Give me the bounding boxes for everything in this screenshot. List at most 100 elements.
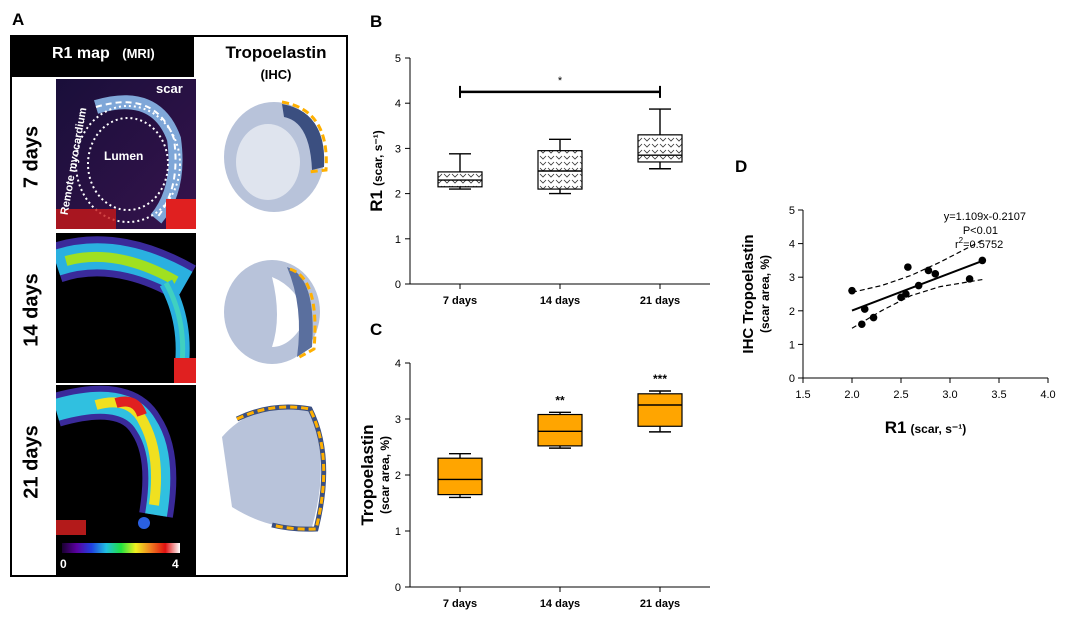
x-axis-title-unit: (scar, s⁻¹): [911, 422, 967, 436]
data-point: [848, 286, 856, 295]
ihc-column-title: Tropoelastin (IHC): [206, 43, 346, 82]
y-tick-label: 4: [789, 239, 795, 251]
x-tick-label: 21 days: [640, 598, 680, 610]
row-label-14-days: 14 days: [12, 235, 52, 385]
ihc-image-21-days: [212, 397, 342, 537]
data-point: [924, 266, 933, 275]
y-axis-title-unit: (scar, s⁻¹): [371, 130, 385, 186]
r2-prefix: r: [955, 239, 959, 251]
equation-label: y=1.109x-0.2107: [944, 211, 1026, 223]
y-tick-label: 3: [789, 272, 795, 284]
y-tick-label: 1: [789, 339, 795, 351]
colorbar-min-label: 0: [60, 557, 67, 571]
data-point: [931, 270, 940, 278]
row-label-21-days: 21 days: [12, 387, 52, 537]
y-tick-label: 0: [395, 279, 401, 291]
x-tick-label: 2.0: [844, 389, 859, 401]
data-point: [858, 320, 866, 329]
row-label-text: 7 days: [20, 125, 43, 189]
y-tick-label: 3: [395, 143, 401, 155]
x-tick-label: 21 days: [640, 295, 680, 307]
y-tick-label: 2: [395, 470, 401, 482]
x-tick-label: 14 days: [540, 295, 580, 307]
ihc-image-7-days: [212, 92, 342, 222]
annot-lumen: Lumen: [104, 149, 144, 163]
panel-label-c: C: [370, 320, 383, 339]
r2-superscript: 2: [959, 236, 964, 245]
x-tick-label: 14 days: [540, 598, 580, 610]
data-point: [904, 263, 912, 271]
mri-image-7-days: scar Lumen Remote myocardium: [56, 79, 196, 229]
significance-stars: **: [555, 393, 565, 407]
scatter-chart-d: 0 1 2 3 4 5 1.5 2.0 2.5 3.0 3.5 4.0 y=1.109x-0.2107 P…: [740, 205, 1056, 437]
r2-value: =0.5752: [963, 239, 1003, 251]
y-tick-label: 2: [789, 306, 795, 318]
y-tick-label: 4: [395, 358, 401, 370]
mri-column-header-bg: [12, 37, 194, 77]
data-point: [860, 305, 869, 313]
x-axis-title: R1 (scar, s⁻¹): [885, 418, 966, 437]
ihc-image-14-days: [212, 247, 342, 377]
data-point: [965, 275, 974, 283]
data-point: [914, 281, 923, 290]
x-axis-title-main: R1: [885, 418, 907, 437]
row-label-text: 14 days: [20, 273, 43, 347]
y-tick-label: 4: [395, 98, 401, 110]
image-panel-a: R1 map (MRI) Tropoelastin (IHC) 7 days 1…: [10, 35, 348, 577]
box: [537, 413, 583, 447]
boxplot-chart-b: 0 1 2 3 4 5 7 days 14 days 21 days * R1 (scar, s⁻¹): [367, 53, 710, 307]
y-axis-title-main: Tropoelastin: [358, 424, 377, 525]
annot-scar: scar: [156, 81, 183, 96]
mri-column-title: R1 map (MRI): [52, 45, 155, 63]
mri-title-text: R1 map: [52, 45, 110, 62]
y-tick-label: 1: [395, 526, 401, 538]
panel-label-d: D: [735, 157, 748, 176]
significance-label: *: [558, 75, 563, 87]
box: [637, 393, 683, 427]
pvalue-label: P<0.01: [963, 225, 998, 237]
ihc-title-sub: (IHC): [260, 67, 292, 82]
y-tick-label: 2: [395, 189, 401, 201]
mri-image-14-days: [56, 233, 196, 383]
x-tick-label: 3.0: [942, 389, 957, 401]
x-tick-label: 7 days: [443, 598, 477, 610]
ihc-title-text: Tropoelastin: [225, 43, 327, 62]
data-point: [869, 313, 878, 322]
y-axis-title-unit: (scar area, %): [378, 436, 392, 514]
y-axis-title-main: R1: [367, 190, 386, 212]
y-axis-title-unit: (scar area, %): [758, 255, 772, 333]
y-tick-label: 5: [395, 53, 401, 65]
x-tick-label: 3.5: [991, 389, 1006, 401]
y-axis-title-main: IHC Tropoelastin: [740, 234, 757, 353]
colorbar-bg: [56, 535, 196, 577]
y-axis-title: Tropoelastin(scar area, %): [358, 424, 392, 525]
x-tick-label: 4.0: [1040, 389, 1055, 401]
x-tick-label: 2.5: [893, 389, 908, 401]
y-tick-label: 1: [395, 234, 401, 246]
x-tick-label: 1.5: [795, 389, 810, 401]
r2-label: r2=0.5752: [955, 236, 1003, 251]
mri-title-sub: (MRI): [122, 46, 155, 61]
row-label-text: 21 days: [20, 425, 43, 499]
y-axis-title: R1 (scar, s⁻¹): [367, 130, 386, 211]
row-label-7-days: 7 days: [12, 82, 52, 232]
confidence-band-upper: [851, 239, 983, 293]
y-tick-label: 3: [395, 414, 401, 426]
colorbar-max-label: 4: [172, 557, 179, 571]
data-point: [978, 256, 987, 265]
box: [437, 457, 483, 496]
mri-image-21-days: [56, 385, 196, 535]
x-tick-label: 7 days: [443, 295, 477, 307]
y-tick-label: 5: [789, 205, 795, 217]
box: [537, 150, 583, 190]
significance-stars: ***: [653, 372, 667, 386]
confidence-band-lower: [851, 278, 983, 329]
box: [637, 134, 683, 163]
panel-label-b: B: [370, 12, 383, 31]
panel-label-a: A: [12, 10, 25, 29]
data-point: [902, 290, 910, 298]
y-tick-label: 0: [789, 373, 795, 385]
boxplot-chart-c: 0 1 2 3 4 7 days 14 days ** 21 days *** Tropoelast…: [358, 358, 710, 610]
y-tick-label: 0: [395, 582, 401, 594]
colorbar: [62, 543, 180, 553]
